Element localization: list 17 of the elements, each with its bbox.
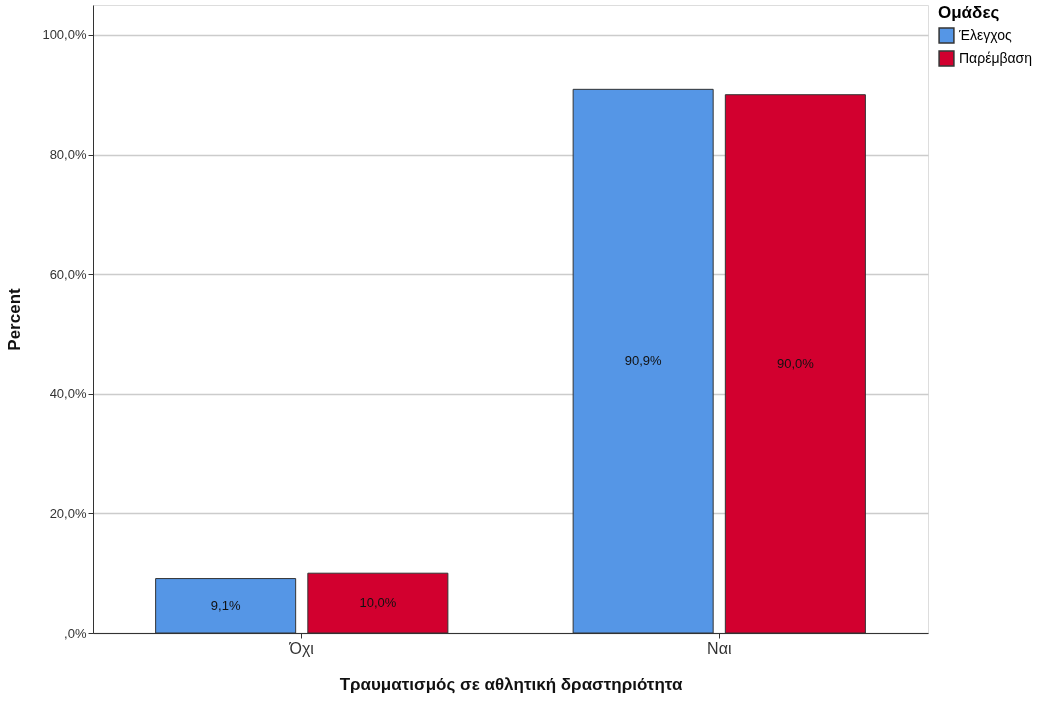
y-tick-label: 100,0% [42,27,87,43]
y-axis-title: Percent [5,287,25,351]
legend-label: Παρέμβαση [959,49,1033,66]
legend-title: Ομάδες [938,3,1000,22]
y-tick-label: 20,0% [49,505,87,521]
y-tick-label: 80,0% [49,147,87,163]
y-tick-label: 40,0% [49,386,87,402]
data-label: 90,0% [776,355,815,371]
data-label: 90,9% [624,353,663,369]
x-axis-title: Τραυματισμός σε αθλητική δραστηριότητα [339,674,683,694]
legend-label: Έλεγχος [958,26,1012,43]
x-tick-label: Ναι [707,639,732,657]
y-tick-label: ,0% [64,625,87,641]
y-tick-label: 60,0% [49,266,87,282]
data-label: 10,0% [359,595,397,611]
data-label: 9,1% [210,597,241,613]
x-tick-label: Όχι [288,639,315,657]
